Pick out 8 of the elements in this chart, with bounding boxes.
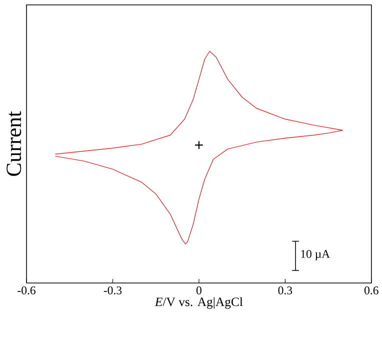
annotation: 10 µA <box>301 250 330 260</box>
x-axis-title: E/V vs. Ag|AgCl <box>154 297 243 309</box>
x-tick-label: 0 <box>196 286 202 294</box>
x-tick-label: -0.6 <box>18 286 36 294</box>
x-tick-label: 0.3 <box>278 286 292 294</box>
y-axis-title: Current <box>6 111 22 176</box>
x-tick-label: 0.6 <box>364 286 378 294</box>
x-tick-label: -0.3 <box>104 286 122 294</box>
